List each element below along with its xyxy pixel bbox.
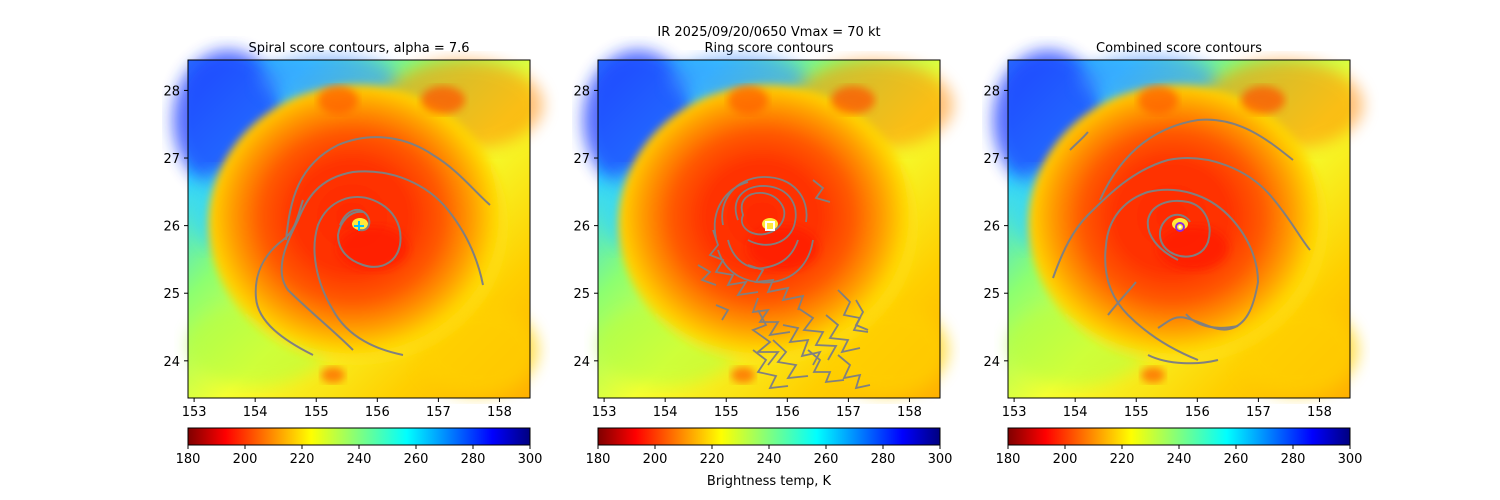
y-tick-label: 27 (573, 152, 590, 167)
x-tick-label: 153 (1002, 405, 1027, 420)
panel-spiral-xaxis: 153 154 155 156 157 158 (182, 398, 512, 420)
panel-combined-center-marker (1175, 222, 1185, 232)
colorbar-tick-label: 240 (1167, 452, 1192, 467)
panel-combined: Combined score contours 153 154 155 156 157 1… (983, 41, 1363, 467)
panel-spiral-center-marker (354, 221, 364, 231)
colorbar-tick-label: 280 (1281, 452, 1306, 467)
colorbar-tick-label: 220 (700, 452, 725, 467)
panel-combined-colorbar: 180 200 220 240 260 280 300 (996, 427, 1363, 467)
x-tick-label: 157 (426, 405, 451, 420)
y-tick-label: 26 (573, 220, 590, 235)
panel-ring-image (583, 50, 953, 399)
panel-combined-title: Combined score contours (1096, 41, 1262, 56)
colorbar-tick-label: 300 (928, 452, 953, 467)
y-tick-label: 24 (983, 355, 1000, 370)
panel-combined-contours (1052, 118, 1311, 365)
panel-spiral-colorbar: 180 200 220 240 260 280 300 (176, 427, 543, 467)
panel-ring-yaxis: 24 25 26 27 28 (573, 84, 598, 370)
y-tick-label: 28 (573, 84, 590, 99)
figure-suptitle: IR 2025/09/20/0650 Vmax = 70 kt (657, 25, 880, 40)
x-tick-label: 157 (836, 405, 861, 420)
y-tick-label: 27 (983, 152, 1000, 167)
panel-ring-xaxis: 153 154 155 156 157 158 (592, 398, 922, 420)
colorbar-tick-label: 220 (290, 452, 315, 467)
panel-spiral-yaxis: 24 25 26 27 28 (163, 84, 188, 370)
panel-ring-contours (697, 176, 871, 390)
x-tick-label: 158 (897, 405, 922, 420)
colorbar-tick-label: 260 (404, 452, 429, 467)
y-tick-label: 26 (163, 220, 180, 235)
panel-ring-colorbar: 180 200 220 240 260 280 300 (586, 427, 953, 467)
colorbar-tick-label: 220 (1110, 452, 1135, 467)
colorbar-tick-label: 240 (757, 452, 782, 467)
x-tick-label: 156 (775, 405, 800, 420)
y-tick-label: 27 (163, 152, 180, 167)
y-tick-label: 24 (573, 355, 590, 370)
x-tick-label: 155 (304, 405, 329, 420)
panel-spiral-title: Spiral score contours, alpha = 7.6 (248, 41, 469, 56)
x-tick-label: 153 (592, 405, 617, 420)
x-tick-label: 154 (243, 405, 268, 420)
y-tick-label: 24 (163, 355, 180, 370)
x-tick-label: 157 (1246, 405, 1271, 420)
colorbar-tick-label: 180 (176, 452, 201, 467)
x-tick-label: 153 (182, 405, 207, 420)
x-tick-label: 156 (365, 405, 390, 420)
colorbar-tick-label: 200 (233, 452, 258, 467)
y-tick-label: 28 (163, 84, 180, 99)
panel-spiral-image (173, 50, 543, 399)
x-tick-label: 155 (714, 405, 739, 420)
colorbar-tick-label: 180 (586, 452, 611, 467)
x-tick-label: 155 (1124, 405, 1149, 420)
x-tick-label: 154 (1063, 405, 1088, 420)
y-tick-label: 28 (983, 84, 1000, 99)
x-tick-label: 156 (1185, 405, 1210, 420)
colorbar-tick-label: 300 (1338, 452, 1363, 467)
panel-ring-center-marker (765, 221, 775, 231)
x-tick-label: 154 (653, 405, 678, 420)
colorbar-tick-label: 200 (643, 452, 668, 467)
panel-ring: Ring score contours (573, 41, 953, 489)
y-tick-label: 25 (163, 287, 180, 302)
colorbar-tick-label: 240 (347, 452, 372, 467)
y-tick-label: 25 (983, 287, 1000, 302)
colorbar-tick-label: 280 (461, 452, 486, 467)
panel-spiral-contours (254, 136, 491, 356)
colorbar-tick-label: 300 (518, 452, 543, 467)
colorbar-label: Brightness temp, K (707, 474, 832, 489)
panel-spiral: Spiral score contours, alpha = 7.6 153 15… (163, 41, 543, 467)
colorbar-tick-label: 260 (1224, 452, 1249, 467)
y-tick-label: 26 (983, 220, 1000, 235)
panel-combined-image (993, 50, 1363, 399)
panel-ring-title: Ring score contours (704, 41, 833, 56)
panel-combined-xaxis: 153 154 155 156 157 158 (1002, 398, 1332, 420)
colorbar-tick-label: 260 (814, 452, 839, 467)
panel-combined-yaxis: 24 25 26 27 28 (983, 84, 1008, 370)
colorbar-tick-label: 280 (871, 452, 896, 467)
y-tick-label: 25 (573, 287, 590, 302)
colorbar-tick-label: 180 (996, 452, 1021, 467)
colorbar-tick-label: 200 (1053, 452, 1078, 467)
x-tick-label: 158 (1307, 405, 1332, 420)
x-tick-label: 158 (487, 405, 512, 420)
